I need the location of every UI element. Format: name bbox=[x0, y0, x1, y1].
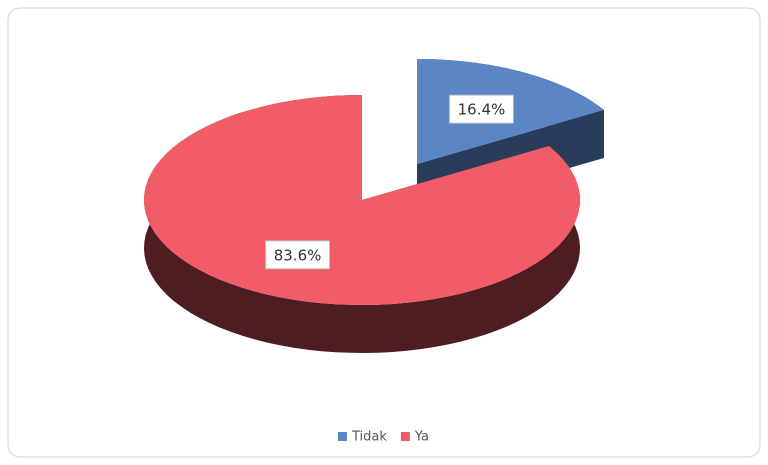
data-label-box bbox=[265, 240, 331, 270]
data-label: 83.6% bbox=[274, 246, 322, 264]
data-label-box bbox=[448, 94, 514, 124]
legend-swatch bbox=[338, 432, 347, 441]
data-label: 16.4% bbox=[458, 101, 506, 119]
slice-top bbox=[144, 95, 580, 305]
legend-label: Ya bbox=[414, 430, 429, 445]
legend-swatch bbox=[400, 432, 410, 441]
pie-slice bbox=[144, 95, 580, 353]
legend-label: Tidak bbox=[351, 430, 387, 445]
